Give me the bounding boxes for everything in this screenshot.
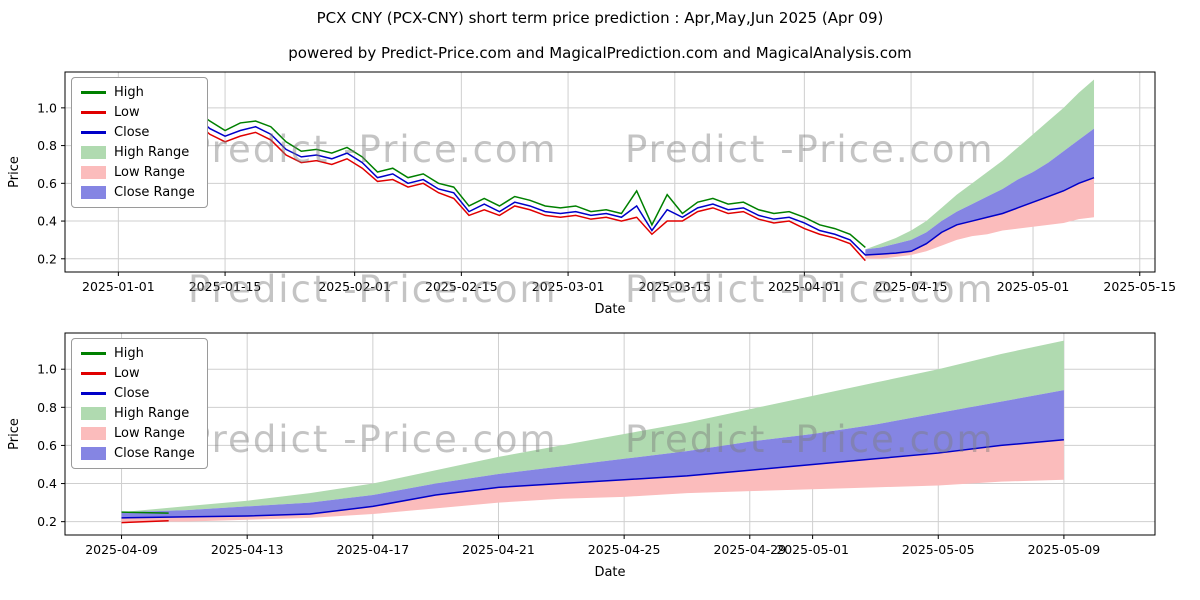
y-axis-label: Price — [7, 156, 22, 188]
low-range-patch-swatch — [81, 166, 106, 179]
legend-label: High — [114, 85, 144, 100]
x-tick-label: 2025-01-01 — [82, 279, 155, 294]
x-tick-label: 2025-04-21 — [462, 542, 535, 557]
close-line — [118, 108, 1095, 256]
high-line — [118, 103, 866, 249]
x-tick-label: 2025-04-09 — [85, 542, 158, 557]
y-tick-label: 0.6 — [37, 176, 57, 191]
legend-label: Low Range — [114, 426, 185, 441]
legend-top-chart: High Low Close High Range Low Range Close Ran… — [71, 77, 208, 208]
legend-item: Close Range — [81, 446, 195, 461]
x-axis-label: Date — [594, 565, 625, 580]
x-tick-label: 2025-05-15 — [1103, 279, 1176, 294]
legend-item: Close — [81, 125, 195, 140]
close-range-patch-swatch — [81, 186, 106, 199]
legend-bottom-chart: High Low Close High Range Low Range Close Ran… — [71, 338, 208, 469]
low-line-swatch — [81, 111, 106, 114]
legend-item: Low — [81, 105, 195, 120]
legend-label: Low — [114, 105, 140, 120]
x-tick-label: 2025-05-01 — [997, 279, 1070, 294]
legend-item: Low — [81, 366, 195, 381]
y-tick-label: 0.4 — [37, 214, 57, 229]
y-tick-label: 0.8 — [37, 138, 57, 153]
chart-subtitle: powered by Predict-Price.com and Magical… — [288, 44, 912, 62]
x-tick-label: 2025-05-05 — [902, 542, 975, 557]
x-tick-label: 2025-05-01 — [776, 542, 849, 557]
y-tick-label: 0.8 — [37, 400, 57, 415]
close-line — [121, 438, 1064, 519]
x-tick-label: 2025-05-09 — [1028, 542, 1101, 557]
y-axis-label: Price — [7, 418, 22, 450]
close-range-band — [121, 390, 1064, 518]
legend-item: High Range — [81, 406, 195, 421]
y-tick-label: 1.0 — [37, 100, 57, 115]
legend-label: High Range — [114, 406, 190, 421]
x-tick-label: 2025-02-15 — [425, 279, 498, 294]
plot-area-border — [64, 332, 1156, 536]
low-range-band — [865, 177, 1095, 259]
price-prediction-zoom-chart: 2025-04-09 2025-04-13 2025-04-17 2025-04-21… — [7, 332, 1156, 580]
legend-label: Close Range — [114, 446, 195, 461]
low-line — [121, 519, 169, 524]
legend-label: Close Range — [114, 185, 195, 200]
close-line-swatch — [81, 131, 106, 134]
high-line-swatch — [81, 352, 106, 355]
legend-label: Close — [114, 125, 150, 140]
legend-item: High — [81, 346, 195, 361]
high-range-patch-swatch — [81, 146, 106, 159]
x-tick-label: 2025-04-01 — [768, 279, 841, 294]
x-tick-label: 2025-01-15 — [189, 279, 262, 294]
legend-label: Low — [114, 366, 140, 381]
legend-item: Close — [81, 386, 195, 401]
legend-item: High — [81, 85, 195, 100]
x-tick-label: 2025-03-01 — [532, 279, 605, 294]
chart-title: PCX CNY (PCX-CNY) short term price predi… — [316, 9, 884, 27]
legend-label: High Range — [114, 145, 190, 160]
x-tick-label: 2025-04-15 — [875, 279, 948, 294]
y-tick-label: 0.6 — [37, 438, 57, 453]
low-line — [118, 114, 866, 262]
legend-label: High — [114, 346, 144, 361]
low-range-band — [121, 439, 1064, 522]
low-line-swatch — [81, 372, 106, 375]
y-tick-label: 0.2 — [37, 514, 57, 529]
high-line — [121, 511, 169, 514]
high-line-swatch — [81, 91, 106, 94]
y-tick-label: 1.0 — [37, 362, 57, 377]
close-range-patch-swatch — [81, 447, 106, 460]
legend-item: Low Range — [81, 426, 195, 441]
high-range-patch-swatch — [81, 407, 106, 420]
x-tick-label: 2025-04-29 — [713, 542, 786, 557]
low-range-patch-swatch — [81, 427, 106, 440]
price-history-prediction-chart: 2025-01-01 2025-01-15 2025-02-01 2025-02-15… — [7, 71, 1176, 317]
close-line-swatch — [81, 392, 106, 395]
legend-label: Close — [114, 386, 150, 401]
y-tick-label: 0.4 — [37, 476, 57, 491]
legend-label: Low Range — [114, 165, 185, 180]
legend-item: Low Range — [81, 165, 195, 180]
plot-area-border — [64, 71, 1156, 273]
y-tick-label: 0.2 — [37, 251, 57, 266]
legend-item: Close Range — [81, 185, 195, 200]
close-range-band — [865, 128, 1095, 256]
x-tick-label: 2025-04-13 — [211, 542, 284, 557]
x-tick-label: 2025-02-01 — [318, 279, 391, 294]
x-tick-label: 2025-03-15 — [638, 279, 711, 294]
legend-item: High Range — [81, 145, 195, 160]
x-tick-label: 2025-04-25 — [588, 542, 661, 557]
x-axis-label: Date — [594, 302, 625, 317]
x-tick-label: 2025-04-17 — [337, 542, 410, 557]
